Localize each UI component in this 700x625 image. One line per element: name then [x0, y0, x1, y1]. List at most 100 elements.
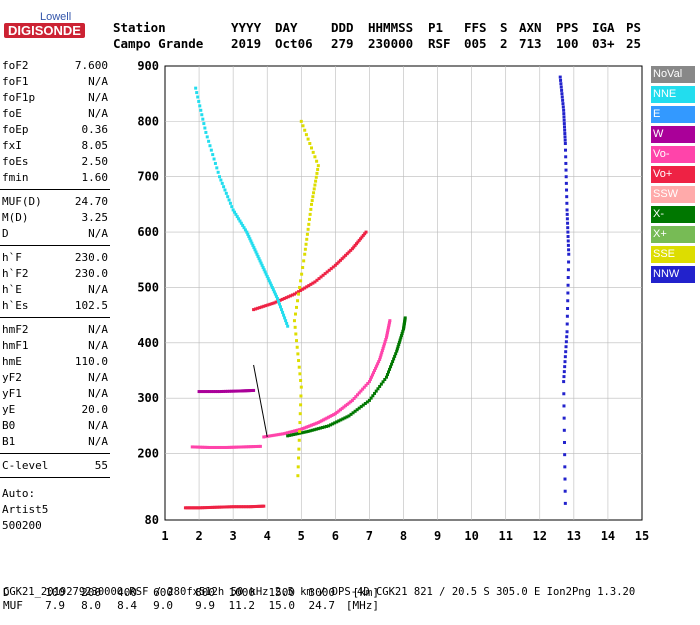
trace-point: [562, 392, 566, 396]
trace-point: [219, 445, 223, 449]
footer-cell: 8.4: [117, 599, 137, 612]
x-tick-label: 10: [464, 529, 478, 543]
trace-point: [257, 257, 261, 261]
trace-point: [347, 401, 351, 405]
trace-point: [350, 398, 354, 402]
trace-point: [397, 342, 401, 346]
trace-point: [284, 431, 288, 435]
trace-point: [306, 429, 310, 433]
trace-point: [299, 378, 303, 382]
trace-point: [282, 432, 286, 436]
logo-lowell: Lowell: [40, 11, 72, 23]
trace-point: [337, 260, 341, 264]
trace-point: [252, 246, 256, 250]
trace-point: [367, 398, 371, 402]
trace-point: [306, 227, 310, 231]
trace-point: [296, 299, 300, 303]
trace-point: [559, 85, 563, 89]
trace-point: [247, 235, 251, 239]
param-name: yF2: [2, 371, 22, 384]
trace-point: [209, 390, 213, 394]
trace-point: [234, 389, 238, 393]
distance-row: D 100 200 400 600 800 1000 1500 3000 [km]: [3, 560, 379, 612]
trace-point: [254, 250, 258, 254]
trace-point: [236, 505, 240, 509]
trace-point: [566, 268, 570, 272]
param-value: 230.0: [74, 251, 108, 264]
header-col-value: 713: [519, 36, 542, 51]
trace-point: [293, 312, 297, 316]
param-name: hmF2: [2, 323, 29, 336]
param-name: M(D): [2, 211, 29, 224]
trace-point: [303, 128, 307, 132]
x-tick-label: 9: [434, 529, 441, 543]
trace-point: [376, 387, 380, 391]
trace-point: [302, 259, 306, 263]
trace-point: [240, 505, 244, 509]
trace-point: [262, 504, 266, 508]
trace-point: [339, 418, 343, 422]
param-separator: [0, 477, 110, 478]
trace-point: [242, 226, 246, 230]
trace-point: [388, 367, 392, 371]
trace-point: [258, 444, 262, 448]
trace-point: [363, 402, 367, 406]
trace-point: [565, 217, 569, 221]
trace-point: [565, 208, 569, 212]
trace-point: [198, 104, 202, 108]
param-row: C-level 55: [2, 458, 108, 474]
trace-point: [264, 272, 268, 276]
header-col-label: P1: [428, 20, 444, 35]
trace-point: [300, 272, 304, 276]
trace-point: [294, 432, 298, 436]
auto-scaling-text: Artist5: [2, 503, 49, 516]
trace-point: [207, 139, 211, 143]
trace-point: [228, 201, 232, 205]
trace-point: [266, 277, 270, 281]
y-tick-label: 200: [137, 447, 159, 461]
auto-scaling-text: Auto:: [2, 487, 36, 500]
trace-point: [233, 210, 237, 214]
trace-point: [315, 421, 319, 425]
trace-point: [250, 241, 254, 245]
trace-point: [241, 505, 245, 509]
trace-point: [264, 435, 268, 439]
param-row: h`Es 102.5: [2, 298, 108, 314]
trace-point: [378, 384, 382, 388]
trace-point: [338, 258, 342, 262]
trace-point: [209, 148, 213, 152]
param-name: foE: [2, 107, 22, 120]
trace-point: [350, 247, 354, 251]
trace-point: [219, 505, 223, 509]
trace-point: [297, 365, 301, 369]
trace-point: [289, 430, 293, 434]
trace-point: [307, 217, 311, 221]
param-row: B1 N/A: [2, 434, 108, 450]
trace-point: [272, 301, 276, 305]
trace-point: [563, 365, 567, 369]
trace-point: [563, 501, 567, 505]
trace-point: [253, 445, 257, 449]
param-value: N/A: [88, 387, 108, 400]
trace-point: [316, 421, 320, 425]
trace-point: [256, 254, 260, 258]
trace-point: [228, 505, 232, 509]
legend-item: X-: [651, 206, 695, 223]
trace-point: [374, 366, 378, 370]
trace-point: [304, 425, 308, 429]
trace-point: [200, 445, 204, 449]
trace-point: [214, 505, 218, 509]
trace-point: [241, 223, 245, 227]
trace-point: [245, 230, 249, 234]
trace-point: [297, 359, 301, 363]
trace-point: [566, 299, 570, 303]
trace-point: [565, 335, 569, 339]
trace-point: [292, 292, 296, 296]
trace-point: [373, 369, 377, 373]
trace-point: [288, 294, 292, 298]
trace-point: [352, 397, 356, 401]
trace-point: [273, 292, 277, 296]
trace-point: [272, 290, 276, 294]
trace-point: [335, 262, 339, 266]
trace-point: [566, 235, 570, 239]
